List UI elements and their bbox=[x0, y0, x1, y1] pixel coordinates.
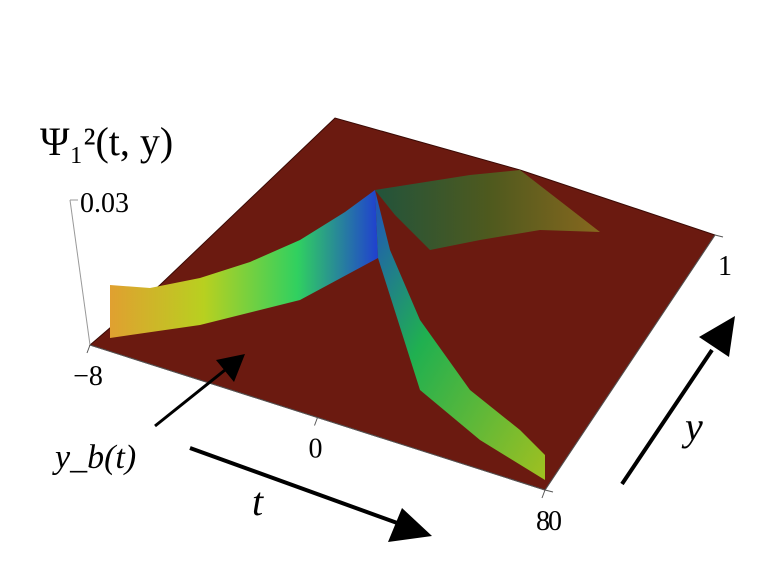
t-arrow-head bbox=[388, 508, 432, 542]
annotation-arrow bbox=[154, 368, 226, 428]
x-tick-label: 0 bbox=[309, 434, 323, 465]
y-tick-label: 1 bbox=[718, 251, 732, 282]
y-arrow bbox=[620, 348, 714, 486]
annotation: y_b(t) bbox=[52, 439, 136, 476]
surface bbox=[88, 117, 716, 491]
y-tick bbox=[544, 489, 554, 493]
z-label: Ψ₁²(t, y) bbox=[40, 119, 173, 164]
z-tick-label: 0.03 bbox=[80, 188, 129, 219]
x-tick-label: 8 bbox=[536, 506, 550, 537]
x-tick-label: −8 bbox=[73, 361, 103, 392]
y-arrow-head bbox=[699, 316, 735, 357]
z-axis bbox=[69, 199, 91, 346]
y-axis-label: y bbox=[681, 404, 703, 449]
x-tick bbox=[314, 417, 318, 426]
y-axis bbox=[544, 234, 716, 491]
arrows bbox=[154, 316, 735, 542]
surface-ridge-fall bbox=[375, 190, 545, 480]
x-tick bbox=[541, 489, 546, 499]
surface-back-slope bbox=[375, 170, 600, 250]
y-tick bbox=[714, 234, 724, 238]
y-tick-label: 0 bbox=[548, 506, 562, 537]
surface-ridge-rise bbox=[110, 190, 378, 338]
x-tick bbox=[86, 344, 91, 354]
t-arrow bbox=[189, 446, 401, 526]
annotation-arrow-head bbox=[216, 354, 245, 382]
x-axis-label: t bbox=[252, 479, 264, 524]
